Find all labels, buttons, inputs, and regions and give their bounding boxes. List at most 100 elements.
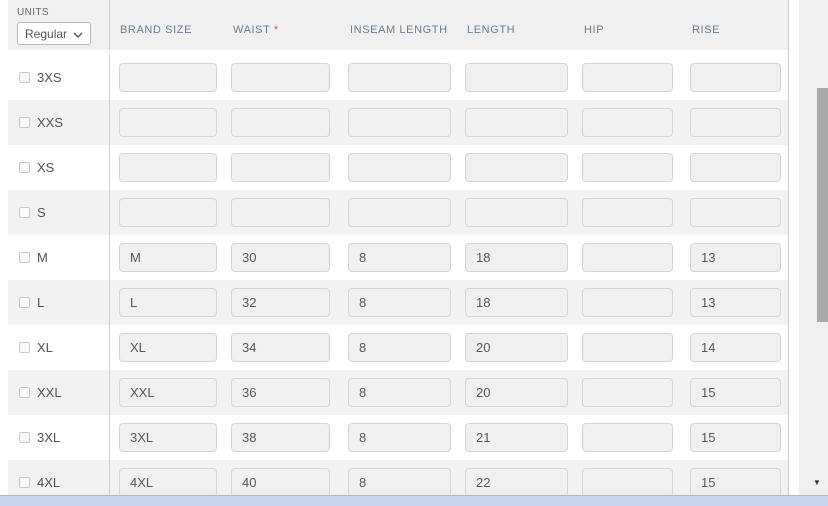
units-select[interactable]: Regular	[17, 22, 91, 45]
hip-input[interactable]	[582, 243, 673, 272]
field-cell	[690, 288, 788, 317]
column-header-label: BRAND SIZE	[120, 24, 193, 36]
waist-input[interactable]	[231, 63, 330, 92]
hip-input[interactable]	[582, 108, 673, 137]
field-cell	[582, 468, 690, 495]
waist-input[interactable]	[231, 378, 330, 407]
inseam-length-input[interactable]	[348, 198, 451, 227]
size-chart-table: UNITS Regular BRAND SIZE WAIST * INSEAM …	[8, 0, 789, 495]
size-row-label: M	[37, 250, 48, 265]
length-input[interactable]	[465, 198, 568, 227]
hip-input[interactable]	[582, 63, 673, 92]
inseam-length-input[interactable]	[348, 333, 451, 362]
rise-input[interactable]	[690, 243, 781, 272]
hip-input[interactable]	[582, 333, 673, 362]
row-checkbox[interactable]	[19, 72, 30, 83]
brand-size-input[interactable]	[119, 243, 217, 272]
brand-size-input[interactable]	[119, 468, 217, 495]
column-header-cell: WAIST *	[231, 0, 348, 50]
field-cell	[231, 198, 348, 227]
waist-input[interactable]	[231, 108, 330, 137]
vertical-scrollbar-thumb[interactable]	[817, 88, 828, 322]
inseam-length-input[interactable]	[348, 468, 451, 495]
row-checkbox[interactable]	[19, 387, 30, 398]
inseam-length-input[interactable]	[348, 243, 451, 272]
rise-input[interactable]	[690, 423, 781, 452]
table-row: L	[8, 280, 788, 325]
waist-input[interactable]	[231, 288, 330, 317]
rise-input[interactable]	[690, 198, 781, 227]
inseam-length-input[interactable]	[348, 63, 451, 92]
row-checkbox[interactable]	[19, 162, 30, 173]
hip-input[interactable]	[582, 423, 673, 452]
row-checkbox[interactable]	[19, 342, 30, 353]
column-header-label: INSEAM LENGTH	[350, 24, 448, 36]
length-input[interactable]	[465, 108, 568, 137]
rise-input[interactable]	[690, 288, 781, 317]
field-cell	[690, 423, 788, 452]
field-cell	[348, 378, 465, 407]
field-cell	[465, 288, 582, 317]
row-checkbox[interactable]	[19, 297, 30, 308]
inseam-length-input[interactable]	[348, 288, 451, 317]
field-cell	[110, 423, 231, 452]
vertical-scrollbar-track[interactable]: ▼	[799, 0, 828, 495]
horizontal-scrollbar[interactable]	[0, 495, 828, 506]
length-input[interactable]	[465, 288, 568, 317]
column-header-label: RISE	[692, 24, 721, 36]
rise-input[interactable]	[690, 63, 781, 92]
row-checkbox[interactable]	[19, 477, 30, 488]
waist-input[interactable]	[231, 333, 330, 362]
brand-size-input[interactable]	[119, 108, 217, 137]
rise-input[interactable]	[690, 108, 781, 137]
length-input[interactable]	[465, 333, 568, 362]
hip-input[interactable]	[582, 288, 673, 317]
length-input[interactable]	[465, 468, 568, 495]
brand-size-input[interactable]	[119, 153, 217, 182]
hip-input[interactable]	[582, 153, 673, 182]
row-label-cell: 4XL	[8, 460, 110, 495]
hip-input[interactable]	[582, 198, 673, 227]
field-cell	[231, 468, 348, 495]
rise-input[interactable]	[690, 153, 781, 182]
row-checkbox[interactable]	[19, 117, 30, 128]
hip-input[interactable]	[582, 468, 673, 495]
brand-size-input[interactable]	[119, 378, 217, 407]
rise-input[interactable]	[690, 468, 781, 495]
field-cell	[110, 288, 231, 317]
inseam-length-input[interactable]	[348, 108, 451, 137]
waist-input[interactable]	[231, 198, 330, 227]
size-row-label: XXS	[37, 115, 64, 130]
field-cell	[348, 153, 465, 182]
brand-size-input[interactable]	[119, 198, 217, 227]
field-cell	[465, 333, 582, 362]
inseam-length-input[interactable]	[348, 153, 451, 182]
waist-input[interactable]	[231, 243, 330, 272]
inseam-length-input[interactable]	[348, 423, 451, 452]
length-input[interactable]	[465, 153, 568, 182]
waist-input[interactable]	[231, 423, 330, 452]
units-select-value: Regular	[25, 26, 68, 41]
waist-input[interactable]	[231, 468, 330, 495]
hip-input[interactable]	[582, 378, 673, 407]
inseam-length-input[interactable]	[348, 378, 451, 407]
length-input[interactable]	[465, 378, 568, 407]
table-row: S	[8, 190, 788, 235]
waist-input[interactable]	[231, 153, 330, 182]
table-body: 3XS XXS XS	[8, 55, 788, 495]
field-cell	[582, 378, 690, 407]
rise-input[interactable]	[690, 333, 781, 362]
row-checkbox[interactable]	[19, 252, 30, 263]
column-header-label: WAIST	[233, 24, 271, 36]
row-checkbox[interactable]	[19, 207, 30, 218]
length-input[interactable]	[465, 243, 568, 272]
brand-size-input[interactable]	[119, 333, 217, 362]
rise-input[interactable]	[690, 378, 781, 407]
row-checkbox[interactable]	[19, 432, 30, 443]
length-input[interactable]	[465, 423, 568, 452]
brand-size-input[interactable]	[119, 63, 217, 92]
brand-size-input[interactable]	[119, 423, 217, 452]
scrollbar-down-arrow-icon[interactable]: ▼	[813, 478, 821, 487]
brand-size-input[interactable]	[119, 288, 217, 317]
length-input[interactable]	[465, 63, 568, 92]
